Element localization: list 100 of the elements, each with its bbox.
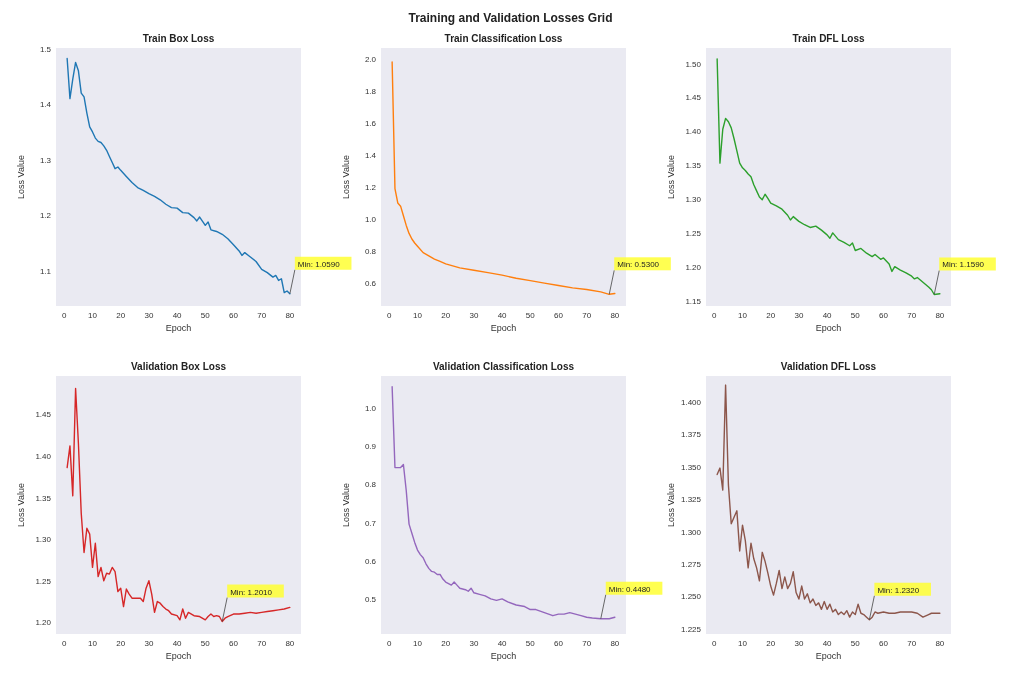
y-tick-label: 1.30 xyxy=(35,535,52,545)
x-axis-title: Epoch xyxy=(490,651,517,661)
y-axis-title: Loss Value xyxy=(341,483,351,527)
y-tick-label: 1.3 xyxy=(39,155,52,165)
text: Training and Validation Losses Grid xyxy=(408,11,613,25)
x-tick-label: 0 xyxy=(62,639,68,648)
x-tick-label: 0 xyxy=(387,311,393,320)
y-tick-label: 1.350 xyxy=(680,462,702,472)
y-tick-label: 0.6 xyxy=(364,279,377,289)
line-series xyxy=(66,57,291,295)
y-tick-label: 1.35 xyxy=(685,161,702,171)
y-tick-label: 1.275 xyxy=(680,559,702,569)
y-axis-title: Loss Value xyxy=(341,155,351,199)
y-tick-label: 1.300 xyxy=(680,527,702,537)
x-tick-label: 40 xyxy=(497,639,508,648)
y-tick-label: 1.25 xyxy=(685,228,702,238)
y-axis-title: Loss Value xyxy=(666,155,676,199)
x-tick-label: 20 xyxy=(116,639,126,648)
annotation: Min: 1.2320 xyxy=(877,585,920,595)
y-tick-label: 1.40 xyxy=(685,127,702,137)
x-tick-label: 0 xyxy=(62,311,68,320)
chart-title: Validation Box Loss xyxy=(130,361,227,372)
x-tick-label: 10 xyxy=(88,311,98,320)
x-tick-label: 10 xyxy=(413,639,423,648)
x-tick-label: 20 xyxy=(766,639,776,648)
x-axis-title: Epoch xyxy=(815,323,842,333)
y-axis-title: Loss Value xyxy=(16,483,26,527)
x-tick-label: 10 xyxy=(738,639,748,648)
x-tick-label: 50 xyxy=(850,311,861,320)
x-tick-label: 20 xyxy=(441,639,451,648)
y-tick-label: 1.50 xyxy=(685,59,702,69)
line-series xyxy=(391,61,616,295)
y-tick-label: 1.4 xyxy=(39,100,52,110)
x-tick-label: 80 xyxy=(610,639,620,648)
x-tick-label: 0 xyxy=(387,639,393,648)
y-tick-label: 1.1 xyxy=(39,266,52,276)
x-tick-label: 10 xyxy=(88,639,98,648)
x-tick-label: 50 xyxy=(525,639,536,648)
x-tick-label: 60 xyxy=(879,311,889,320)
y-tick-label: 0.8 xyxy=(364,480,377,490)
annotation: Min: 0.4480 xyxy=(608,584,652,594)
x-tick-label: 30 xyxy=(794,311,804,320)
y-tick-label: 1.30 xyxy=(685,195,702,205)
line-series xyxy=(66,387,291,623)
chart-title: Validation DFL Loss xyxy=(780,361,877,372)
x-tick-label: 80 xyxy=(285,311,295,320)
x-tick-label: 40 xyxy=(822,639,833,648)
y-tick-label: 0.5 xyxy=(364,594,377,604)
x-tick-label: 60 xyxy=(879,639,889,648)
x-tick-label: 80 xyxy=(935,311,945,320)
annotation: Min: 0.5300 xyxy=(617,260,660,270)
x-tick-label: 30 xyxy=(144,311,154,320)
y-tick-label: 1.2 xyxy=(364,182,377,192)
x-tick-label: 50 xyxy=(200,311,211,320)
y-tick-label: 1.6 xyxy=(364,118,377,128)
x-tick-label: 30 xyxy=(469,639,479,648)
y-tick-label: 1.325 xyxy=(680,495,702,505)
x-tick-label: 20 xyxy=(766,311,776,320)
y-tick-label: 1.15 xyxy=(685,296,702,306)
x-tick-label: 70 xyxy=(907,311,917,320)
x-tick-label: 80 xyxy=(610,311,620,320)
x-tick-label: 10 xyxy=(413,311,423,320)
y-tick-label: 1.45 xyxy=(685,93,702,103)
y-tick-label: 0.8 xyxy=(364,247,377,257)
line-series xyxy=(716,384,941,621)
y-tick-label: 1.5 xyxy=(39,44,52,54)
x-tick-label: 60 xyxy=(554,311,564,320)
y-tick-label: 0.6 xyxy=(364,556,377,566)
x-axis-title: Epoch xyxy=(490,323,517,333)
x-tick-label: 50 xyxy=(200,639,211,648)
annotation: Min: 1.2010 xyxy=(230,587,273,597)
x-axis-title: Epoch xyxy=(815,651,842,661)
y-tick-label: 1.375 xyxy=(680,430,702,440)
x-tick-label: 70 xyxy=(582,311,592,320)
x-tick-label: 40 xyxy=(172,311,183,320)
y-tick-label: 1.225 xyxy=(680,624,702,634)
annotation: Min: 1.0590 xyxy=(297,259,341,269)
x-tick-label: 80 xyxy=(285,639,295,648)
line-series xyxy=(716,58,941,296)
x-tick-label: 0 xyxy=(712,311,718,320)
y-tick-label: 0.7 xyxy=(364,518,377,528)
x-tick-label: 80 xyxy=(935,639,945,648)
y-tick-label: 1.2 xyxy=(39,211,52,221)
y-tick-label: 1.25 xyxy=(35,576,52,586)
chart-title: Validation Classification Loss xyxy=(432,361,575,372)
y-tick-label: 1.4 xyxy=(364,150,377,160)
y-tick-label: 1.0 xyxy=(364,214,377,224)
y-tick-label: 1.20 xyxy=(685,262,702,272)
x-tick-label: 30 xyxy=(794,639,804,648)
chart-title: Train DFL Loss xyxy=(792,33,865,44)
x-tick-label: 50 xyxy=(850,639,861,648)
x-tick-label: 70 xyxy=(907,639,917,648)
chart-title: Train Box Loss xyxy=(142,33,215,44)
x-axis-title: Epoch xyxy=(165,651,192,661)
x-tick-label: 60 xyxy=(554,639,564,648)
y-tick-label: 2.0 xyxy=(364,54,377,64)
y-tick-label: 1.35 xyxy=(35,493,52,503)
x-tick-label: 10 xyxy=(738,311,748,320)
y-tick-label: 1.45 xyxy=(35,410,52,420)
x-tick-label: 60 xyxy=(229,311,239,320)
